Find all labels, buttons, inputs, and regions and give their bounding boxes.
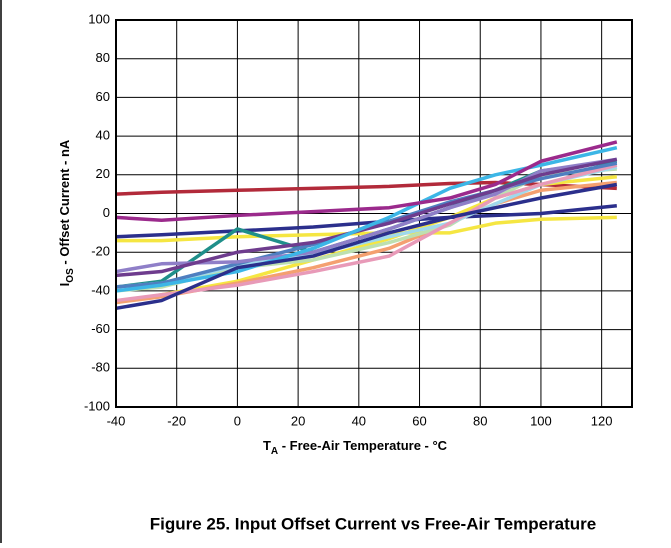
y-tick-label: -20 xyxy=(91,244,110,259)
y-tick-label: 80 xyxy=(96,50,110,65)
y-tick-label: 0 xyxy=(103,205,110,220)
y-tick-label: -100 xyxy=(84,398,110,413)
x-label-rest: - Free-Air Temperature - °C xyxy=(278,438,448,453)
x-axis-label: TA - Free-Air Temperature - °C xyxy=(263,438,448,456)
series-line xyxy=(115,163,618,303)
x-tick-label: 20 xyxy=(291,413,305,428)
x-tick-label: -20 xyxy=(167,413,186,428)
x-tick-label: 120 xyxy=(591,413,613,428)
y-tick-label: -80 xyxy=(91,360,110,375)
caption: Figure 25. Input Offset Current vs Free-… xyxy=(150,514,597,533)
y-tick-label: 60 xyxy=(96,89,110,104)
series-line xyxy=(115,161,618,289)
plot-frame xyxy=(115,19,633,408)
y-axis-label: IOS - Offset Current - nA xyxy=(57,139,75,286)
x-tick-label: 40 xyxy=(352,413,366,428)
x-tick-label: 100 xyxy=(530,413,552,428)
y-label-rest: - Offset Current - nA xyxy=(57,139,72,268)
y-tick-label: -60 xyxy=(91,321,110,336)
y-tick-label: -40 xyxy=(91,282,110,297)
x-label-main: T xyxy=(263,438,271,453)
x-label-sub: A xyxy=(271,446,278,457)
series-line xyxy=(115,140,618,223)
y-label-main: I xyxy=(57,283,72,287)
x-tick-label: 0 xyxy=(234,413,241,428)
series-line xyxy=(115,182,618,311)
y-tick-label: 40 xyxy=(96,128,110,143)
y-tick-label: 100 xyxy=(88,11,110,26)
x-tick-label: 60 xyxy=(412,413,426,428)
series-line xyxy=(115,157,618,278)
x-tick-label: 80 xyxy=(473,413,487,428)
plot-area: -100 -80 -60 -40 -20 0 20 40 60 80 100 -40 -20 0 20 40 6… xyxy=(84,11,632,428)
y-label-sub: OS xyxy=(65,268,76,283)
x-tick-label: -40 xyxy=(107,413,126,428)
y-tick-label: 20 xyxy=(96,166,110,181)
